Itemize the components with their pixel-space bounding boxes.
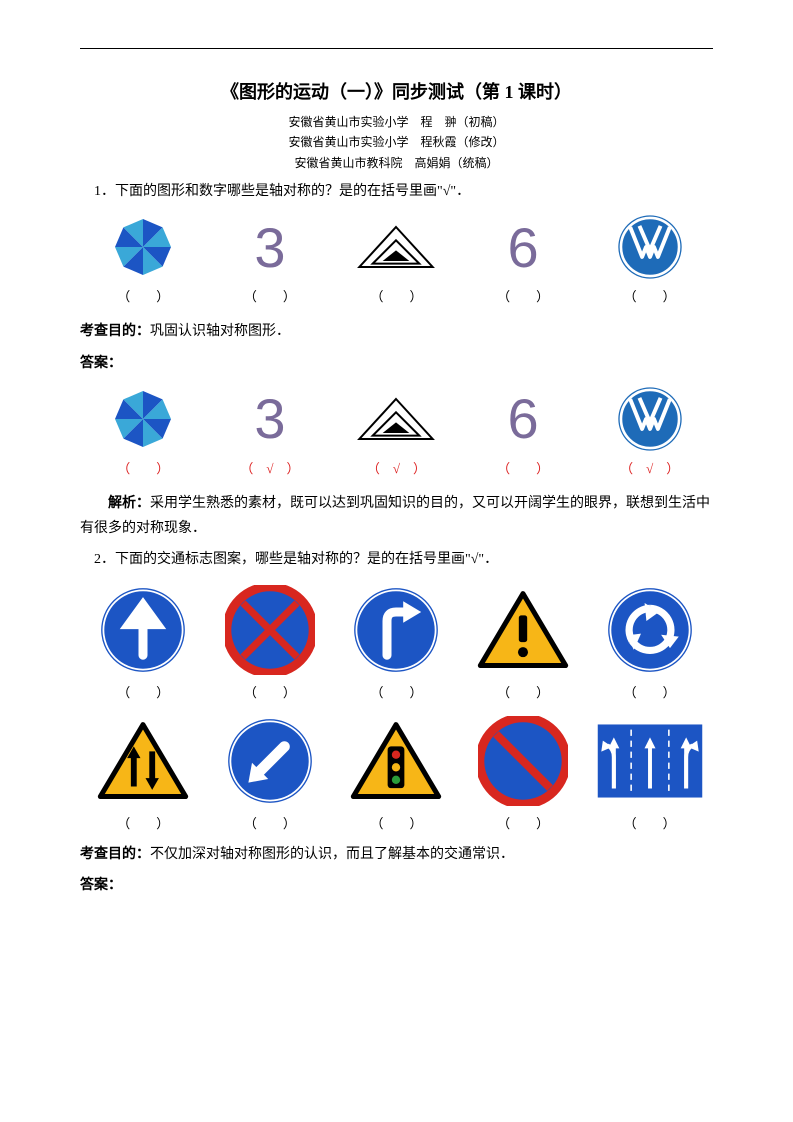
bracket: （ ） <box>215 682 325 701</box>
sign-lanes <box>595 711 705 811</box>
digit-3: 3 <box>254 215 285 280</box>
shape-digit-3: 3 <box>215 384 325 454</box>
q1-analysis: 解析：采用学生熟悉的素材，既可以达到巩固知识的目的，又可以开阔学生的眼界，联想到… <box>80 491 713 541</box>
purpose-text: 不仅加深对轴对称图形的认识，而且了解基本的交通常识． <box>150 847 514 862</box>
q2-row1 <box>80 580 713 680</box>
sign-traffic-light <box>341 711 451 811</box>
vw-icon <box>617 386 683 452</box>
digit-3: 3 <box>254 386 285 451</box>
shape-vw-logo <box>595 212 705 282</box>
answer-label: 答案： <box>80 878 122 893</box>
bracket: （ ） <box>468 682 578 701</box>
author-line: 安徽省黄山市实验小学 程 翀（初稿） <box>80 112 713 132</box>
bracket: （ ） <box>595 286 705 305</box>
bracket: （ ） <box>88 286 198 305</box>
analysis-label: 解析： <box>108 496 150 511</box>
purpose-text: 巩固认识轴对称图形． <box>150 324 290 339</box>
bracket: （ ） <box>595 813 705 832</box>
bracket: （ ） <box>88 813 198 832</box>
pinwheel-icon <box>108 212 178 282</box>
bracket: （ ） <box>468 813 578 832</box>
page-title: 《图形的运动（一）》同步测试（第 1 课时） <box>80 78 713 104</box>
authors-block: 安徽省黄山市实验小学 程 翀（初稿） 安徽省黄山市实验小学 程秋霞（修改） 安徽… <box>80 112 713 173</box>
shape-pinwheel <box>88 384 198 454</box>
q2-row1-brackets: （ ） （ ） （ ） （ ） （ ） <box>80 682 713 701</box>
q2-text: 2．下面的交通标志图案，哪些是轴对称的？是的在括号里画"√"． <box>80 547 713 572</box>
bracket-answer: （ √ ） <box>595 458 705 477</box>
sign-warning-exclaim <box>468 580 578 680</box>
triangle-icon <box>356 389 436 449</box>
bracket: （ ） <box>595 682 705 701</box>
digit-6: 6 <box>508 386 539 451</box>
shape-digit-6: 6 <box>468 384 578 454</box>
q1-shapes-row: 3 6 <box>80 212 713 282</box>
q2-row2 <box>80 711 713 811</box>
bracket-answer: （ √ ） <box>215 458 325 477</box>
bracket: （ ） <box>468 286 578 305</box>
q1-text: 1．下面的图形和数字哪些是轴对称的？是的在括号里画"√"． <box>80 179 713 204</box>
bracket-answer: （ ） <box>88 458 198 477</box>
bracket: （ ） <box>341 813 451 832</box>
q2-answer-label: 答案： <box>80 873 713 898</box>
sign-right-turn <box>341 580 451 680</box>
bracket: （ ） <box>341 286 451 305</box>
sign-keep-direction <box>215 711 325 811</box>
sign-no-parking <box>468 711 578 811</box>
author-line: 安徽省黄山市教科院 高娟娟（统稿） <box>80 153 713 173</box>
shape-triangle <box>341 384 451 454</box>
q1-purpose: 考查目的：巩固认识轴对称图形． <box>80 319 713 344</box>
q2-row2-brackets: （ ） （ ） （ ） （ ） （ ） <box>80 813 713 832</box>
purpose-label: 考查目的： <box>80 324 150 339</box>
sign-no-stopping <box>215 580 325 680</box>
q1-answer-label: 答案： <box>80 351 713 376</box>
q1-bracket-row: （ ） （ ） （ ） （ ） （ ） <box>80 286 713 305</box>
sign-two-way <box>88 711 198 811</box>
analysis-text: 采用学生熟悉的素材，既可以达到巩固知识的目的，又可以开阔学生的眼界，联想到生活中… <box>80 496 710 536</box>
purpose-label: 考查目的： <box>80 847 150 862</box>
shape-triangle <box>341 212 451 282</box>
bracket: （ ） <box>215 813 325 832</box>
bracket-answer: （ √ ） <box>341 458 451 477</box>
q1-answer-bracket-row: （ ） （ √ ） （ √ ） （ ） （ √ ） <box>80 458 713 477</box>
sign-roundabout <box>595 580 705 680</box>
answer-label: 答案： <box>80 356 122 371</box>
pinwheel-icon <box>108 384 178 454</box>
digit-6: 6 <box>508 215 539 280</box>
bracket: （ ） <box>341 682 451 701</box>
vw-icon <box>617 214 683 280</box>
header-rule <box>80 48 713 49</box>
q2-purpose: 考查目的：不仅加深对轴对称图形的认识，而且了解基本的交通常识． <box>80 842 713 867</box>
shape-vw-logo <box>595 384 705 454</box>
bracket: （ ） <box>88 682 198 701</box>
q1-answer-row: 3 6 <box>80 384 713 454</box>
shape-digit-6: 6 <box>468 212 578 282</box>
bracket: （ ） <box>215 286 325 305</box>
shape-digit-3: 3 <box>215 212 325 282</box>
bracket-answer: （ ） <box>468 458 578 477</box>
shape-pinwheel <box>88 212 198 282</box>
triangle-icon <box>356 217 436 277</box>
sign-up-arrow <box>88 580 198 680</box>
author-line: 安徽省黄山市实验小学 程秋霞（修改） <box>80 132 713 152</box>
